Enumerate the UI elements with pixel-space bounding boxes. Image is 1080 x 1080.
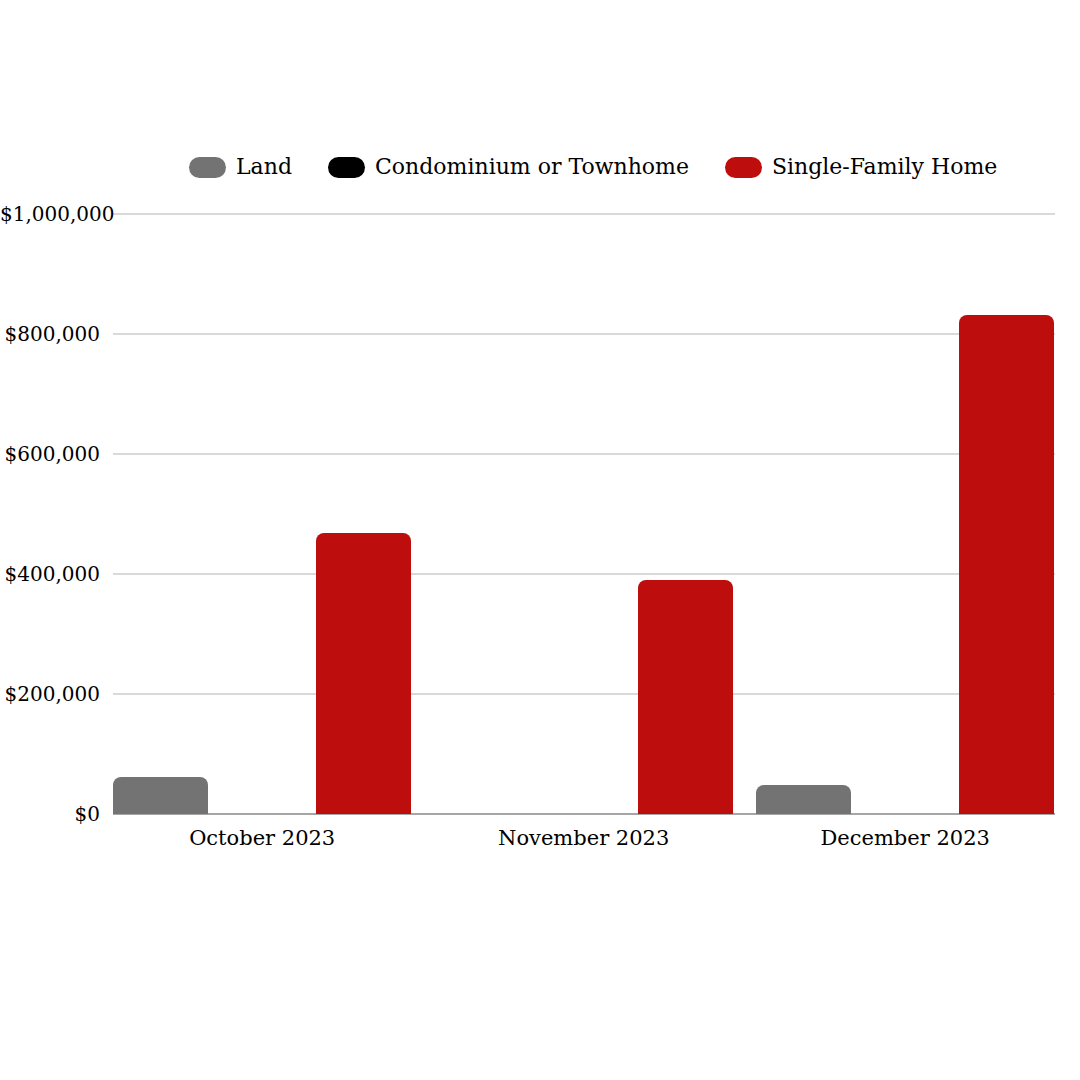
bar-chart-canvas: LandCondominium or TownhomeSingle-Family…: [0, 0, 1080, 1080]
x-axis-category-label: November 2023: [434, 824, 734, 852]
y-gridline: [113, 453, 1055, 455]
y-gridline: [113, 693, 1055, 695]
y-axis-tick-label: $200,000: [0, 682, 100, 706]
y-axis-tick-label: $1,000,000: [0, 202, 100, 226]
x-axis-line: [113, 813, 1055, 815]
y-gridline: [113, 333, 1055, 335]
y-axis-tick-label: $600,000: [0, 442, 100, 466]
y-gridline: [113, 213, 1055, 215]
x-axis-category-label: October 2023: [112, 824, 412, 852]
y-axis-tick-label: $0: [0, 802, 100, 826]
bar-land-december-2023[interactable]: [756, 785, 851, 814]
y-gridline: [113, 573, 1055, 575]
plot-area: $0 $200,000 $400,000 $600,000 $800,000 $1,000…: [0, 0, 1080, 1080]
bar-single-family-home-october-2023[interactable]: [316, 533, 411, 814]
bar-single-family-home-december-2023[interactable]: [959, 315, 1054, 814]
bar-single-family-home-november-2023[interactable]: [638, 580, 733, 814]
y-axis-tick-label: $800,000: [0, 322, 100, 346]
bar-land-october-2023[interactable]: [113, 777, 208, 814]
y-axis-tick-label: $400,000: [0, 562, 100, 586]
x-axis-category-label: December 2023: [755, 824, 1055, 852]
